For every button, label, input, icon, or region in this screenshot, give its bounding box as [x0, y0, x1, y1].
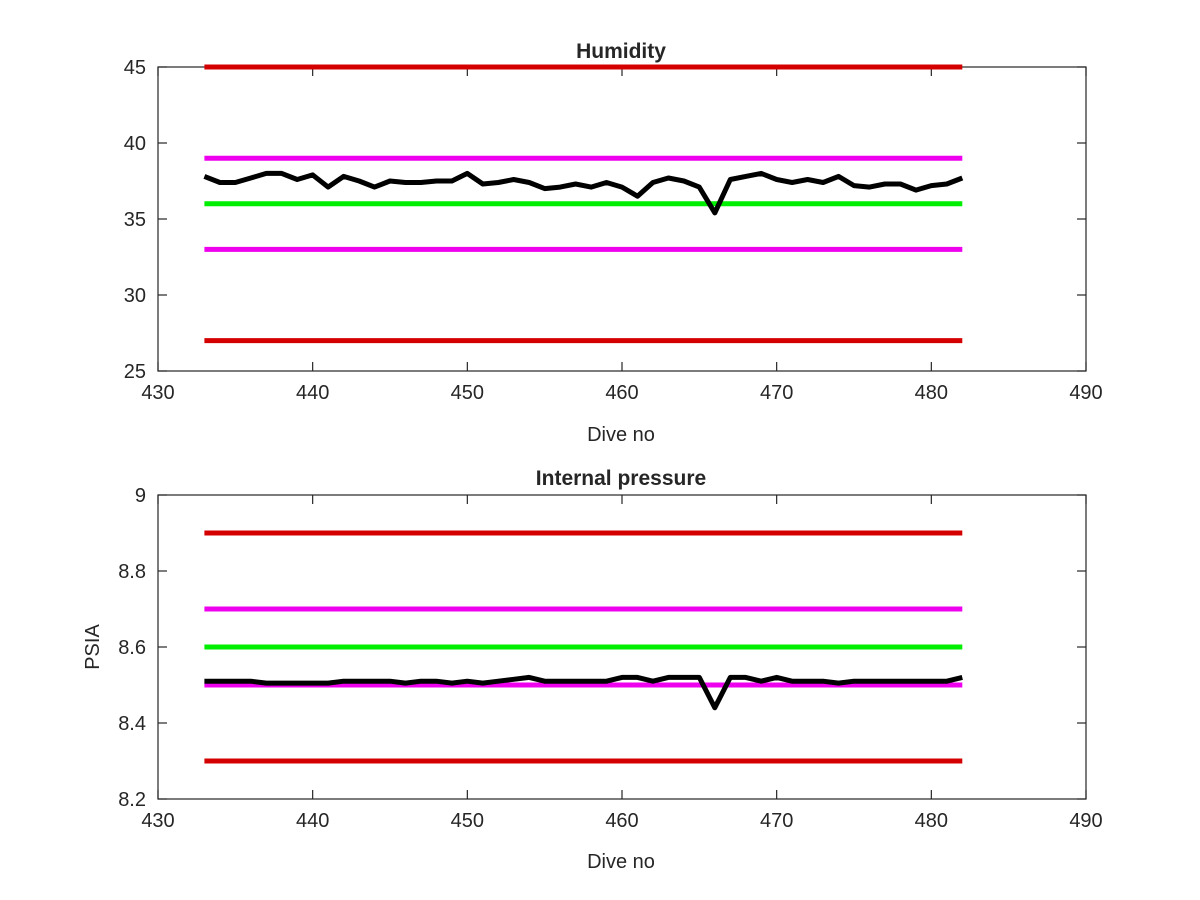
humidity-x-tick-label: 470: [760, 382, 793, 404]
pressure-x-tick-label: 450: [451, 810, 484, 832]
humidity-x-tick-label: 460: [605, 382, 638, 404]
humidity-y-tick-label: 35: [124, 209, 146, 231]
humidity-series: [203, 64, 964, 344]
humidity-y-tick-label: 40: [124, 133, 146, 155]
humidity-title: Humidity: [576, 40, 666, 63]
pressure-measurement-line: [204, 674, 963, 711]
pressure-x-tick-label: 470: [760, 810, 793, 832]
pressure-x-tick-label: 480: [915, 810, 948, 832]
humidity-y-tick-label: 25: [124, 361, 146, 383]
humidity-x-tick-label: 450: [451, 382, 484, 404]
pressure-y-axis-label: PSIA: [82, 624, 104, 670]
pressure-chart: 430 440 450 460 470 480 490 8.2 8.4 8.6 8.8 9 Inter…: [82, 467, 1103, 873]
humidity-x-tick-label: 440: [296, 382, 329, 404]
pressure-x-tick-label: 490: [1069, 810, 1102, 832]
humidity-axes: [157, 66, 1087, 372]
pressure-y-tick-label: 8.2: [118, 789, 146, 811]
pressure-x-tick-label: 460: [605, 810, 638, 832]
humidity-x-tick-label: 430: [141, 382, 174, 404]
pressure-y-tick-label: 8.8: [118, 561, 146, 583]
humidity-x-tick-label: 490: [1069, 382, 1102, 404]
humidity-y-tick-label: 45: [124, 57, 146, 79]
pressure-x-tick-label: 430: [141, 810, 174, 832]
humidity-ticks: 430 440 450 460 470 480 490 25 30 35 40 45: [124, 57, 1103, 404]
pressure-x-axis-label: Dive no: [587, 851, 655, 873]
pressure-x-tick-label: 440: [296, 810, 329, 832]
humidity-x-tick-label: 480: [915, 382, 948, 404]
pressure-title: Internal pressure: [536, 467, 706, 490]
humidity-y-tick-label: 30: [124, 285, 146, 307]
humidity-measurement-line: [203, 170, 964, 216]
pressure-y-tick-label: 9: [135, 485, 146, 507]
humidity-chart: 430 440 450 460 470 480 490 25 30 35 40 45 Humidity…: [124, 40, 1103, 446]
pressure-ticks: 430 440 450 460 470 480 490 8.2 8.4 8.6 8.8 9: [118, 485, 1103, 832]
humidity-x-axis-label: Dive no: [587, 424, 655, 446]
pressure-y-tick-label: 8.4: [118, 713, 146, 735]
pressure-y-tick-label: 8.6: [118, 637, 146, 659]
pressure-series: [204, 530, 963, 764]
